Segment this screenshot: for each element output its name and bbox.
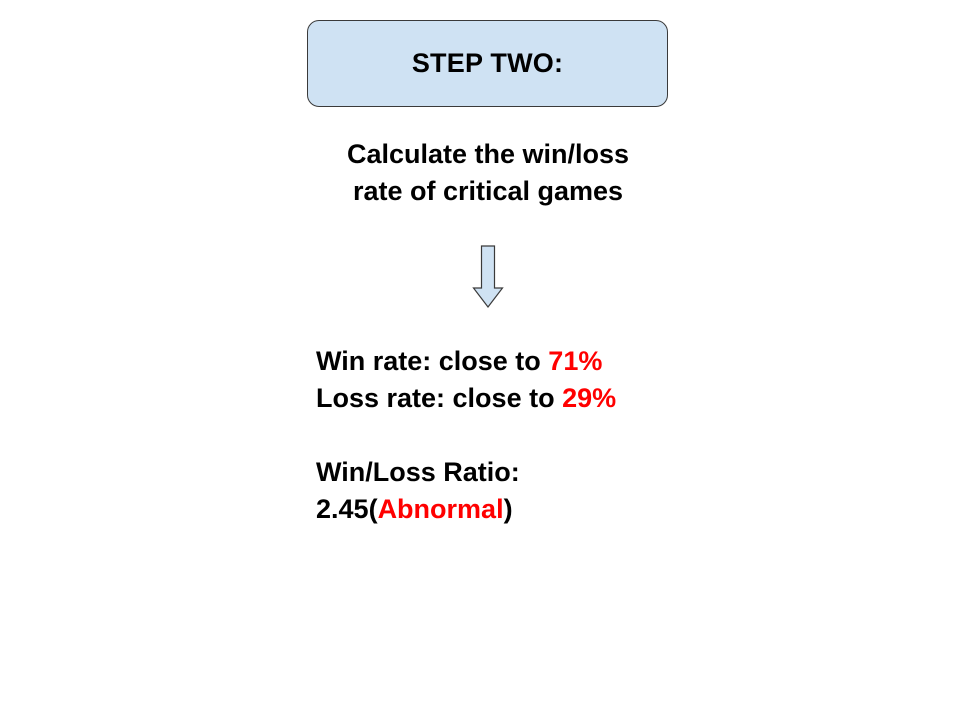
step-title: STEP TWO: (411, 48, 564, 78)
win-rate-value: 71% (548, 346, 603, 376)
instruction-line-2: rate of critical games (352, 176, 624, 206)
ratio-open-paren: ( (368, 494, 378, 524)
loss-rate-label: Loss rate: close to (316, 383, 563, 413)
spacer (316, 417, 736, 454)
ratio-label: Win/Loss Ratio: (316, 457, 520, 487)
loss-rate-value: 29% (562, 383, 617, 413)
ratio-close-paren: ) (503, 494, 513, 524)
ratio-status: Abnormal (377, 494, 504, 524)
win-rate-label: Win rate: close to (316, 346, 549, 376)
results-block: Win rate: close to 71% Loss rate: close … (316, 343, 736, 528)
instruction-line-1: Calculate the win/loss (346, 139, 630, 169)
loss-rate-line: Loss rate: close to 29% (316, 380, 736, 417)
down-arrow-shape (472, 245, 504, 308)
step-box: STEP TWO: (307, 20, 668, 107)
ratio-line: 2.45(Abnormal) (316, 491, 736, 528)
instruction-text: Calculate the win/loss rate of critical … (288, 136, 688, 210)
ratio-value: 2.45 (316, 494, 369, 524)
down-arrow-icon (472, 245, 504, 308)
win-rate-line: Win rate: close to 71% (316, 343, 736, 380)
